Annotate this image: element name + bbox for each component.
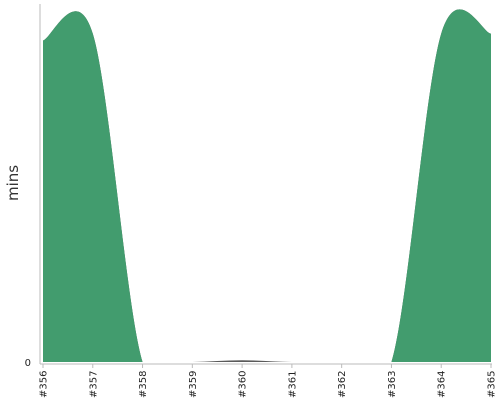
y-ticks: 0 (25, 358, 31, 369)
x-tick-label: #360 (238, 371, 249, 398)
x-tick-label: #361 (287, 371, 298, 398)
series-area-1 (43, 9, 491, 363)
x-tick-label: #365 (487, 371, 498, 398)
x-tick-label: #357 (88, 371, 99, 398)
y-axis-label: mins (4, 165, 22, 201)
x-tick-label: #363 (387, 371, 398, 398)
y-tick-label: 0 (25, 358, 31, 369)
x-ticks: #356 #357 #358 #359 #360 #361 #362 #363 #364 #365 (39, 364, 498, 398)
x-tick-label: #359 (188, 371, 199, 398)
x-tick-label: #362 (337, 371, 348, 398)
x-tick-label: #358 (138, 371, 149, 398)
series-areas (43, 9, 491, 363)
x-tick-label: #364 (437, 371, 448, 398)
x-tick-label: #356 (39, 371, 50, 398)
